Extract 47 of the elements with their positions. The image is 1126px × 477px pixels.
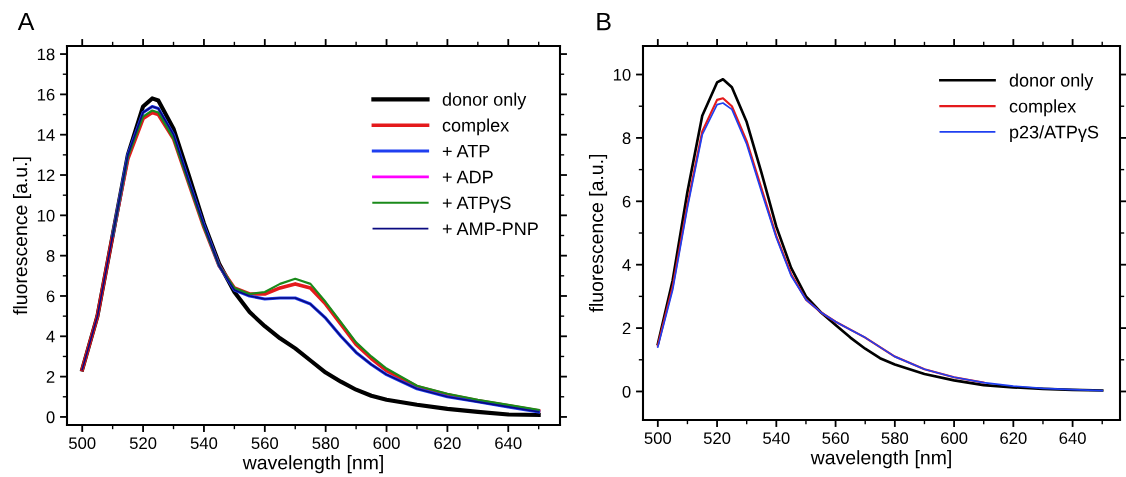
- legend-label: complex: [442, 118, 510, 136]
- y-tick-label: 12: [37, 169, 55, 182]
- y-tick-label: 2: [46, 371, 55, 383]
- legend-label: donor only: [442, 92, 527, 110]
- x-tick-label: 520: [129, 437, 157, 450]
- legend-label: + ATPγS: [442, 196, 511, 213]
- y-tick-label: 4: [46, 330, 55, 343]
- y-tick-label: 0: [622, 385, 631, 398]
- legend-label: donor only: [1009, 73, 1094, 91]
- x-tick-label: 620: [1000, 432, 1027, 445]
- y-tick-label: 16: [37, 88, 55, 101]
- y-tick-label: 10: [613, 68, 631, 81]
- x-tick-label: 500: [68, 437, 96, 450]
- x-tick-label: 640: [495, 437, 522, 450]
- y-tick-label: 10: [37, 209, 55, 222]
- x-tick-label: 600: [373, 437, 400, 450]
- x-tick-label: 580: [312, 437, 339, 450]
- legend-label: p23/ATPγS: [1010, 125, 1099, 143]
- x-tick-label: 640: [1059, 432, 1086, 445]
- x-axis-title: wavelength [nm]: [242, 455, 383, 474]
- x-tick-label: 600: [941, 432, 968, 445]
- x-axis-title: wavelength [nm]: [810, 450, 951, 469]
- x-tick-label: 520: [703, 432, 731, 445]
- chart-title: B: [597, 12, 611, 31]
- y-axis-title: fluorescence [a.u.]: [588, 154, 608, 313]
- legend-label: + ADP: [442, 170, 493, 184]
- x-tick-label: 560: [251, 437, 279, 450]
- x-tick-label: 560: [822, 432, 849, 445]
- y-tick-label: 0: [46, 411, 55, 424]
- y-tick-label: 8: [46, 250, 55, 262]
- y-axis-title: fluorescence [a.u.]: [12, 157, 32, 315]
- x-tick-label: 540: [190, 437, 218, 450]
- y-tick-label: 14: [37, 129, 55, 141]
- chart-title: A: [17, 12, 35, 31]
- y-tick-label: 8: [622, 132, 631, 145]
- y-tick-label: 2: [622, 322, 631, 335]
- y-tick-label: 6: [622, 195, 631, 208]
- y-tick-label: 18: [37, 48, 55, 61]
- x-tick-label: 580: [881, 432, 909, 445]
- legend-label: + AMP-PNP: [442, 222, 538, 235]
- y-tick-label: 4: [622, 259, 631, 271]
- legend-label: complex: [1009, 99, 1077, 117]
- x-tick-label: 500: [644, 432, 672, 445]
- x-tick-label: 540: [763, 432, 790, 445]
- x-tick-label: 620: [434, 437, 461, 450]
- y-tick-label: 6: [46, 290, 55, 303]
- legend-label: + ATP: [442, 144, 490, 158]
